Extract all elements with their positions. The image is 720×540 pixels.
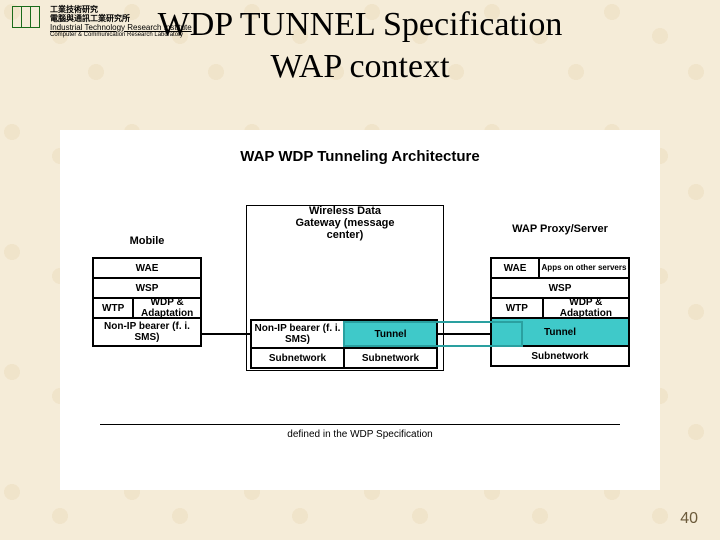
- mobile-stack: WAE WSP WTP WDP & Adaptation Non-IP bear…: [92, 257, 202, 347]
- proxy-tunnel: Tunnel: [490, 317, 630, 347]
- org-text: 工業技術研究 電腦與通訊工業研究所 Industrial Technology …: [50, 6, 192, 39]
- proxy-wae: WAE: [490, 257, 540, 279]
- link-mobile-gw: [202, 333, 250, 335]
- proxy-wtp: WTP WDP & Adaptation: [490, 297, 630, 319]
- architecture-diagram: WAP WDP Tunneling Architecture Mobile WA…: [60, 130, 660, 490]
- proxy-wtp-label: WTP: [492, 299, 544, 317]
- mobile-wae: WAE: [92, 257, 202, 279]
- mobile-bearer: Non-IP bearer (f. i. SMS): [92, 317, 202, 347]
- header: 工業技術研究 電腦與通訊工業研究所 Industrial Technology …: [12, 6, 708, 86]
- mobile-wtp: WTP WDP & Adaptation: [92, 297, 202, 319]
- gw-bearer: Non-IP bearer (f. i. SMS): [250, 319, 345, 349]
- footer-rule: [100, 424, 620, 425]
- mobile-label: Mobile: [92, 235, 202, 247]
- gw-subnet-r: Subnetwork: [343, 347, 438, 369]
- diagram-title: WAP WDP Tunneling Architecture: [60, 148, 660, 165]
- proxy-subnet: Subnetwork: [490, 345, 630, 367]
- gw-subnet-l: Subnetwork: [250, 347, 345, 369]
- gw-tunnel: Tunnel: [343, 319, 438, 349]
- link-gw-proxy: [438, 333, 490, 335]
- org-line3: Industrial Technology Research Institute: [50, 24, 192, 33]
- slide-title-line2: WAP context: [12, 48, 708, 86]
- page-number: 40: [680, 510, 698, 528]
- mobile-wtp-label: WTP: [94, 299, 134, 317]
- proxy-apps: Apps on other servers: [538, 257, 630, 279]
- proxy-stack: WAE Apps on other servers WSP WTP WDP & …: [490, 257, 630, 367]
- proxy-wsp: WSP: [490, 277, 630, 299]
- gateway-stack: Non-IP bearer (f. i. SMS) Tunnel Subnetw…: [250, 319, 440, 369]
- proxy-label: WAP Proxy/Server: [490, 223, 630, 235]
- mobile-wdp-label: WDP & Adaptation: [134, 299, 200, 317]
- proxy-wdp-label: WDP & Adaptation: [544, 299, 628, 317]
- org-line4: Computer & Communication Research Labora…: [50, 32, 192, 39]
- org-logo: [12, 6, 40, 28]
- gateway-label: Wireless Data Gateway (message center): [290, 205, 400, 241]
- diagram-footer: defined in the WDP Specification: [90, 429, 630, 440]
- stacks-area: Mobile WAE WSP WTP WDP & Adaptation Non-…: [60, 185, 660, 465]
- mobile-wsp: WSP: [92, 277, 202, 299]
